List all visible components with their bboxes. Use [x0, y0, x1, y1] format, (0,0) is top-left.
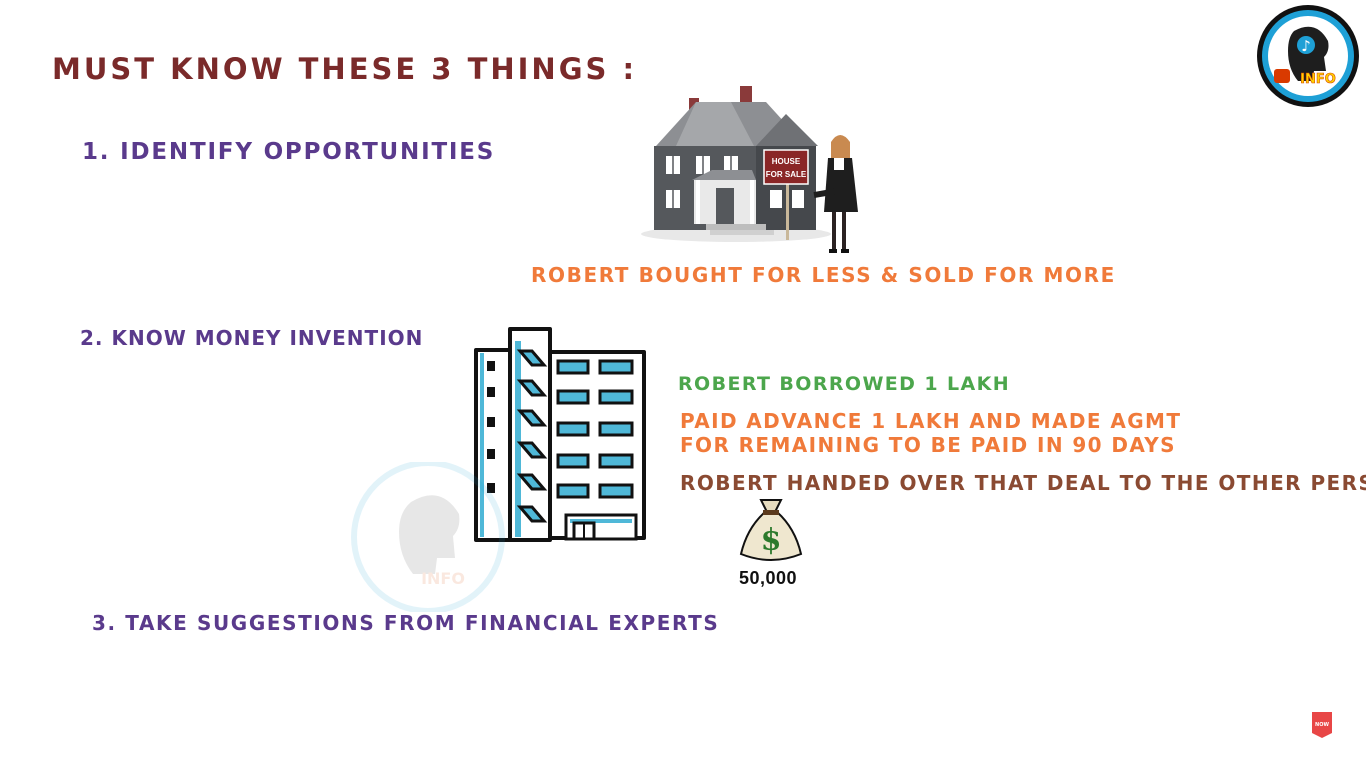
- note-paid-advance-line-1: PAID ADVANCE 1 LAKH AND MADE AGMT: [680, 409, 1182, 433]
- svg-text:♪: ♪: [1301, 37, 1311, 55]
- for-sale-sign: [763, 149, 809, 185]
- note-handed-over-deal: ROBERT HANDED OVER THAT DEAL TO THE OTHE…: [680, 471, 1366, 495]
- corner-badge: NOW: [1312, 712, 1332, 738]
- note-robert-borrowed: ROBERT BORROWED 1 LAKH: [678, 373, 1011, 395]
- point-take-suggestions: 3. TAKE SUGGESTIONS FROM FINANCIAL EXPER…: [92, 611, 720, 635]
- apartment-building-illustration: [474, 327, 646, 542]
- note-paid-advance-line-2: FOR REMAINING TO BE PAID IN 90 DAYS: [680, 433, 1176, 457]
- note-bought-less-sold-more: ROBERT BOUGHT FOR LESS & SOLD FOR MORE: [531, 263, 1116, 287]
- sign-line-1: HOUSE: [772, 157, 801, 166]
- realtor-woman: [813, 135, 858, 253]
- money-bag-icon: $: [739, 499, 803, 561]
- house-for-sale-illustration: HOUSE FOR SALE: [641, 86, 858, 253]
- channel-logo: ♪ INFO: [1257, 5, 1359, 107]
- svg-text:INFO: INFO: [421, 569, 465, 588]
- watermark-logo: INFO: [351, 462, 505, 612]
- page-title: MUST KNOW THESE 3 THINGS :: [52, 52, 638, 86]
- logo-text: INFO: [1300, 72, 1336, 87]
- badge-text: NOW: [1315, 722, 1329, 728]
- point-know-money-invention: 2. KNOW MONEY INVENTION: [80, 326, 424, 350]
- svg-text:$: $: [761, 523, 782, 558]
- sign-line-2: FOR SALE: [766, 170, 807, 179]
- head-music-note-icon: ♪: [1288, 26, 1329, 81]
- point-identify-opportunities: 1. IDENTIFY OPPORTUNITIES: [82, 139, 496, 165]
- amount-label: 50,000: [739, 568, 798, 588]
